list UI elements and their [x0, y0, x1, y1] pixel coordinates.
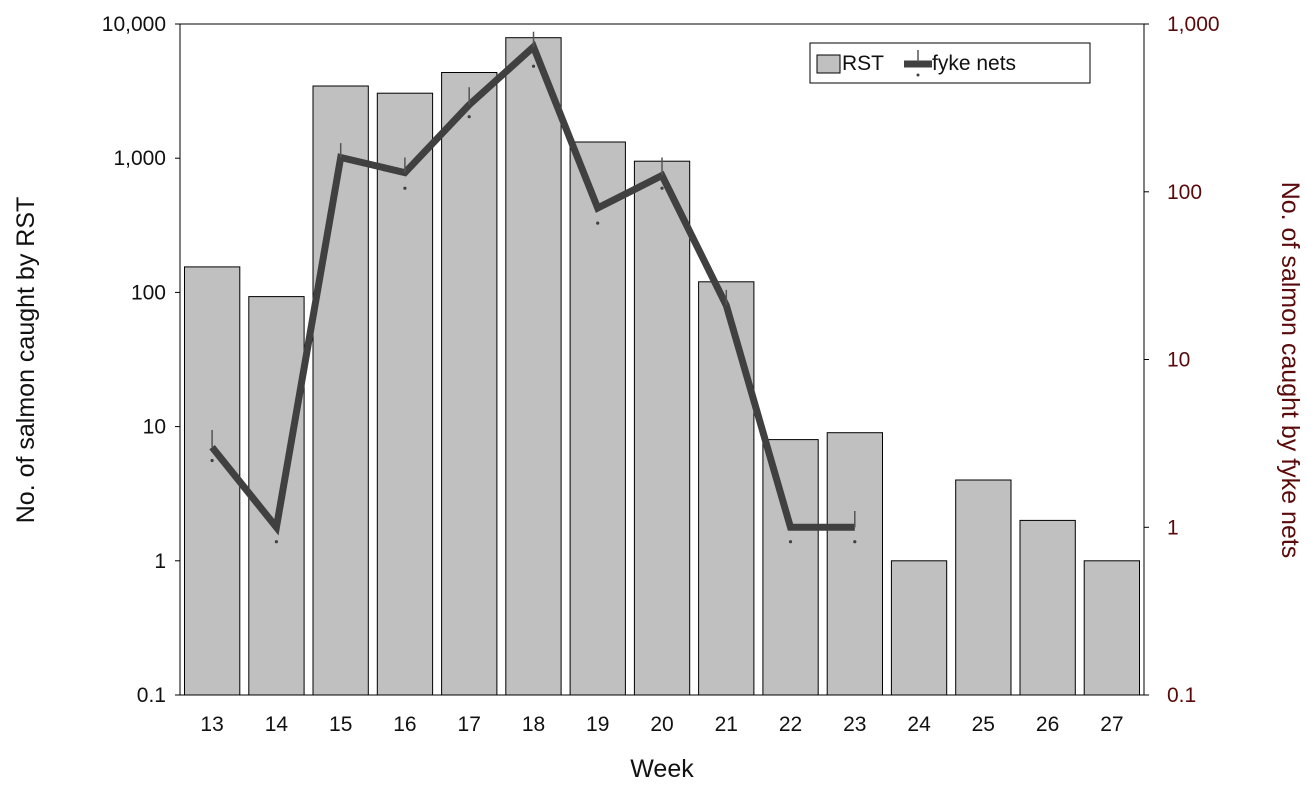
legend: RST fyke nets — [809, 42, 1091, 84]
bar-week-23 — [826, 432, 884, 696]
x-tick-label: 21 — [715, 713, 738, 736]
y-tick-label: 100 — [131, 281, 166, 304]
x-tick-label: 24 — [907, 713, 931, 736]
bar-week-17 — [441, 72, 498, 696]
legend-swatch-rst — [816, 54, 841, 74]
y-axis-title: No. of salmon caught by RST — [12, 197, 40, 524]
y2-tick-label: 1,000 — [1167, 13, 1220, 36]
fyke-series — [209, 31, 857, 544]
fyke-error-dot-week-13 — [210, 458, 214, 463]
fyke-error-dot-week-20 — [660, 186, 664, 190]
x-tick-label: 17 — [458, 713, 481, 736]
y2-axis-title: No. of salmon caught by fyke nets — [1276, 182, 1304, 559]
x-axis-ticks: 13 14 15 16 17 18 19 20 21 22 23 24 25 26 27 — [200, 713, 1123, 736]
bar-week-24 — [890, 560, 948, 696]
bar-week-19 — [569, 141, 626, 696]
fyke-error-dot-week-19 — [596, 221, 600, 225]
x-tick-label: 19 — [586, 713, 609, 736]
bar-week-13 — [184, 266, 241, 696]
bar-week-22 — [762, 439, 819, 696]
x-tick-label: 20 — [650, 713, 673, 736]
fyke-error-dot-week-14 — [274, 540, 278, 544]
right-axis-ticks: 0.1 1 10 100 1,000 — [1144, 13, 1220, 707]
x-axis-title: Week — [630, 755, 694, 783]
x-tick-label: 16 — [393, 713, 416, 736]
bar-week-25 — [955, 479, 1012, 696]
rst-bars — [184, 37, 1140, 696]
fyke-error-dot-week-23 — [853, 540, 857, 544]
bar-week-15 — [312, 85, 369, 696]
x-tick-label: 14 — [265, 713, 289, 736]
fyke-error-dot-week-16 — [403, 186, 407, 190]
legend-label-rst: RST — [842, 52, 884, 75]
legend-swatch-fyke-dot — [916, 73, 920, 77]
y-tick-label: 1 — [154, 550, 166, 573]
y-tick-label: 10,000 — [102, 13, 166, 36]
x-tick-label: 25 — [972, 713, 995, 736]
bar-week-20 — [633, 160, 691, 696]
legend-label-fyke: fyke nets — [932, 52, 1016, 75]
fyke-error-dot-week-17 — [467, 115, 471, 119]
bar-week-14 — [248, 296, 305, 696]
legend-box — [809, 42, 1091, 84]
bar-week-26 — [1019, 519, 1076, 696]
y2-tick-label: 0.1 — [1167, 684, 1196, 707]
bar-week-27 — [1083, 560, 1140, 696]
bar-week-21 — [698, 281, 755, 696]
x-tick-label: 27 — [1100, 713, 1123, 736]
fyke-error-dot-week-18 — [531, 64, 536, 68]
left-axis-ticks: 0.1 1 10 100 1,000 10,000 — [102, 13, 180, 707]
x-tick-label: 22 — [779, 713, 802, 736]
y2-tick-label: 1 — [1167, 516, 1179, 539]
bar-week-16 — [376, 92, 434, 696]
y2-tick-label: 100 — [1167, 181, 1202, 204]
bar-week-18 — [505, 37, 562, 696]
fyke-error-dot-week-22 — [788, 540, 793, 544]
x-tick-label: 26 — [1036, 713, 1059, 736]
y-tick-label: 0.1 — [137, 684, 166, 707]
y2-tick-label: 10 — [1167, 349, 1190, 372]
x-tick-label: 18 — [522, 713, 545, 736]
y-tick-label: 1,000 — [113, 147, 166, 170]
x-tick-label: 13 — [200, 713, 223, 736]
x-tick-label: 15 — [329, 713, 352, 736]
x-tick-label: 23 — [843, 713, 866, 736]
y-tick-label: 10 — [143, 416, 166, 439]
